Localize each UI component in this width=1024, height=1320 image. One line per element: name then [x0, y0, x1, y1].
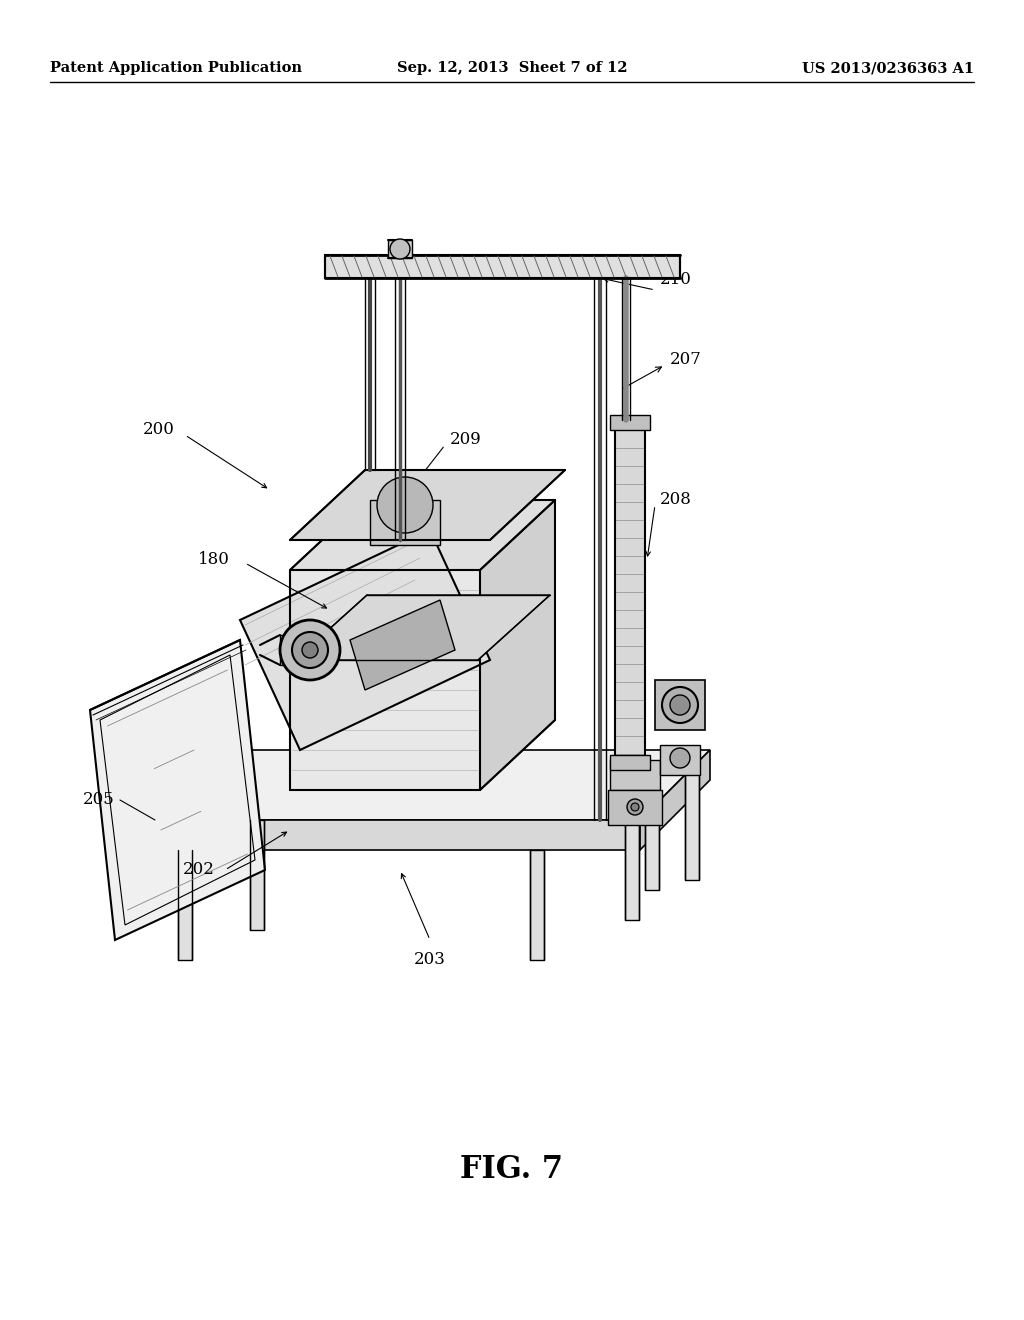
Polygon shape — [610, 755, 650, 770]
Circle shape — [631, 803, 639, 810]
Polygon shape — [350, 601, 455, 690]
Polygon shape — [625, 810, 639, 920]
Polygon shape — [170, 750, 710, 820]
Circle shape — [377, 477, 433, 533]
Polygon shape — [388, 240, 412, 257]
Polygon shape — [608, 789, 662, 825]
Circle shape — [292, 632, 328, 668]
Polygon shape — [290, 500, 555, 570]
Text: Patent Application Publication: Patent Application Publication — [50, 61, 302, 75]
Polygon shape — [655, 680, 705, 730]
Text: 207: 207 — [670, 351, 701, 368]
Text: 180: 180 — [198, 552, 230, 569]
Polygon shape — [250, 820, 264, 931]
Polygon shape — [615, 420, 645, 760]
Polygon shape — [295, 595, 550, 660]
Polygon shape — [370, 500, 440, 545]
Polygon shape — [660, 744, 700, 775]
Text: 208: 208 — [660, 491, 692, 508]
Text: 210: 210 — [660, 272, 692, 289]
Text: US 2013/0236363 A1: US 2013/0236363 A1 — [802, 61, 974, 75]
Polygon shape — [90, 640, 265, 940]
Polygon shape — [610, 760, 660, 789]
Polygon shape — [480, 500, 555, 789]
Circle shape — [280, 620, 340, 680]
Polygon shape — [170, 820, 640, 850]
Polygon shape — [685, 770, 699, 880]
Circle shape — [670, 748, 690, 768]
Polygon shape — [280, 635, 300, 665]
Polygon shape — [290, 570, 480, 789]
Text: 205: 205 — [83, 792, 115, 808]
Polygon shape — [290, 470, 565, 540]
Polygon shape — [325, 255, 680, 279]
Text: 209: 209 — [450, 432, 481, 449]
Polygon shape — [645, 780, 659, 890]
Circle shape — [662, 686, 698, 723]
Polygon shape — [640, 750, 710, 850]
Text: 200: 200 — [143, 421, 175, 438]
Text: FIG. 7: FIG. 7 — [461, 1155, 563, 1185]
Text: Sep. 12, 2013  Sheet 7 of 12: Sep. 12, 2013 Sheet 7 of 12 — [396, 61, 628, 75]
Polygon shape — [240, 531, 490, 750]
Text: 202: 202 — [183, 862, 215, 879]
Circle shape — [390, 239, 410, 259]
Polygon shape — [530, 850, 544, 960]
Polygon shape — [610, 414, 650, 430]
Circle shape — [670, 696, 690, 715]
Polygon shape — [178, 850, 193, 960]
Circle shape — [627, 799, 643, 814]
Circle shape — [302, 642, 318, 657]
Text: 203: 203 — [414, 952, 445, 969]
